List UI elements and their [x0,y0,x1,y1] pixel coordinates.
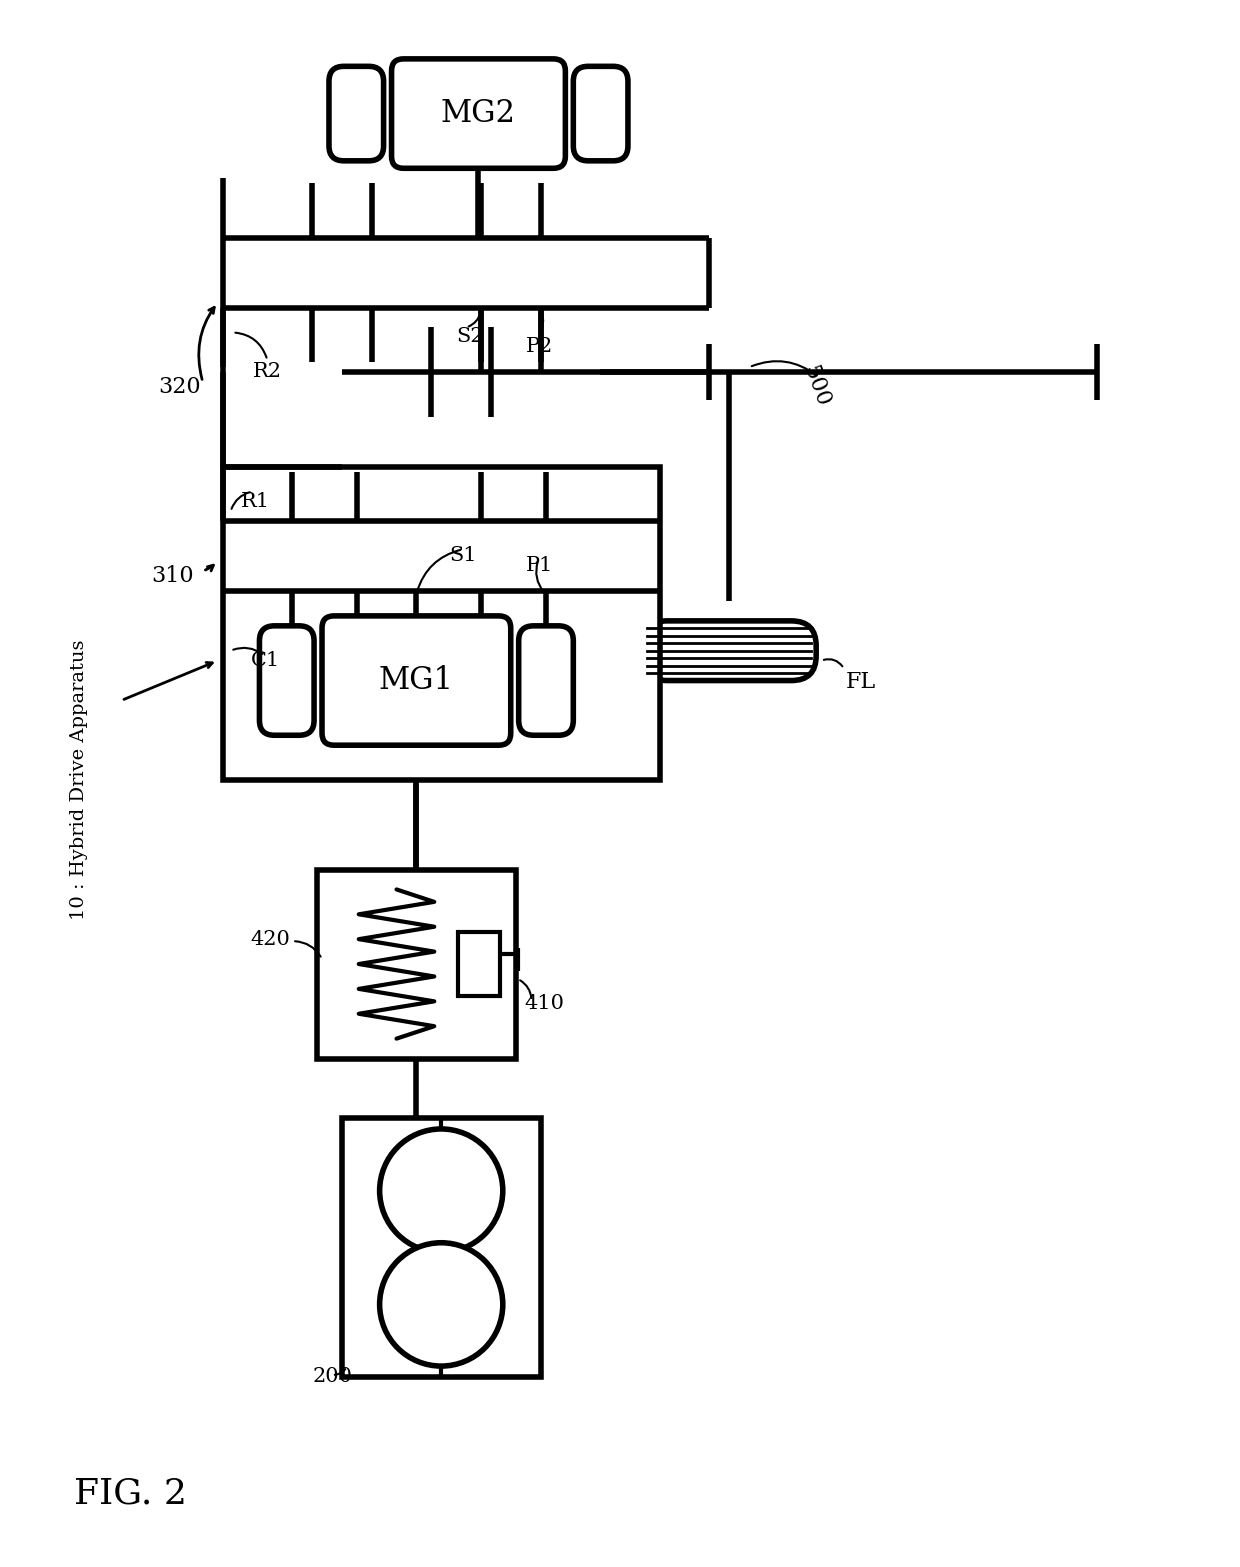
FancyBboxPatch shape [518,625,573,735]
Text: MG1: MG1 [379,664,454,696]
Bar [458,932,500,997]
Bar [223,467,660,780]
FancyBboxPatch shape [259,625,314,735]
Bar [317,870,516,1059]
FancyBboxPatch shape [642,621,816,680]
FancyBboxPatch shape [329,66,383,161]
Text: P2: P2 [526,337,553,356]
Bar [342,1119,541,1377]
Text: FL: FL [846,671,877,693]
Text: 200: 200 [312,1368,352,1387]
FancyBboxPatch shape [573,66,627,161]
Text: MG2: MG2 [441,99,516,128]
FancyBboxPatch shape [322,616,511,746]
Text: FIG. 2: FIG. 2 [73,1476,186,1511]
Text: 310: 310 [151,566,193,588]
Text: S1: S1 [449,547,477,566]
Text: 410: 410 [525,995,564,1014]
Circle shape [379,1128,502,1252]
Text: R2: R2 [253,362,281,381]
Text: C1: C1 [250,650,280,669]
Text: 420: 420 [250,929,290,948]
Text: 500: 500 [799,362,833,411]
FancyBboxPatch shape [392,60,565,168]
Text: P1: P1 [526,556,553,575]
Circle shape [379,1243,502,1366]
Text: S2: S2 [456,328,484,346]
Text: 10 : Hybrid Drive Apparatus: 10 : Hybrid Drive Apparatus [69,639,88,920]
Text: R1: R1 [241,492,269,511]
Text: 320: 320 [159,376,201,398]
